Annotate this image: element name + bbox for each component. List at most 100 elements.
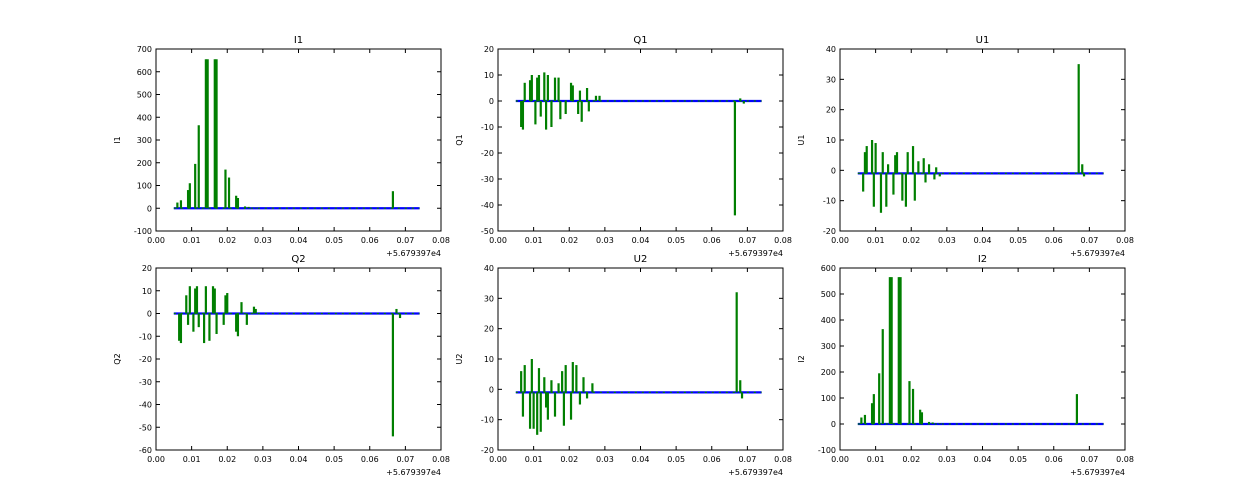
xtick-label-1-3: 0.03 — [596, 236, 614, 245]
xtick-label-4-2: 0.02 — [560, 455, 578, 464]
ytick-label-3-3: -30 — [139, 378, 152, 387]
xtick-label-4-8: 0.08 — [774, 455, 792, 464]
ytick-label-0-1: 0 — [147, 204, 152, 213]
ytick-label-0-5: 400 — [137, 113, 152, 122]
ylabel-0: I1 — [113, 136, 122, 143]
xtick-label-4-6: 0.06 — [703, 455, 721, 464]
x-offset-label-3: +5.679397e4 — [386, 468, 441, 477]
ytick-label-3-8: 20 — [142, 264, 152, 273]
ytick-label-5-2: 100 — [821, 394, 836, 403]
ylabel-2: U1 — [797, 135, 806, 146]
xtick-label-5-1: 0.01 — [867, 455, 885, 464]
ylabel-5: I2 — [797, 355, 806, 362]
panel-title-1: Q1 — [633, 35, 647, 46]
ytick-label-4-2: 0 — [489, 385, 494, 394]
ytick-label-1-3: -20 — [481, 149, 494, 158]
ytick-label-0-4: 300 — [137, 136, 152, 145]
ytick-label-3-6: 0 — [147, 310, 152, 319]
xtick-label-3-8: 0.08 — [432, 455, 450, 464]
panel-title-3: Q2 — [291, 254, 305, 265]
xtick-label-4-0: 0.00 — [489, 455, 507, 464]
xtick-label-5-3: 0.03 — [938, 455, 956, 464]
ytick-label-1-7: 20 — [484, 45, 494, 54]
xtick-label-0-5: 0.05 — [325, 236, 343, 245]
ytick-label-5-0: -100 — [818, 446, 836, 455]
ytick-label-2-5: 30 — [826, 75, 836, 84]
ytick-label-3-5: -10 — [139, 332, 152, 341]
ytick-label-2-6: 40 — [826, 45, 836, 54]
ytick-label-0-7: 600 — [137, 68, 152, 77]
ytick-label-1-2: -30 — [481, 175, 494, 184]
ytick-label-4-0: -20 — [481, 446, 494, 455]
xtick-label-1-5: 0.05 — [667, 236, 685, 245]
panel-title-5: I2 — [978, 254, 987, 265]
ytick-label-5-3: 200 — [821, 368, 836, 377]
xtick-label-0-8: 0.08 — [432, 236, 450, 245]
ytick-label-0-8: 700 — [137, 45, 152, 54]
xtick-label-5-0: 0.00 — [831, 455, 849, 464]
xtick-label-3-7: 0.07 — [396, 455, 414, 464]
ytick-label-3-1: -50 — [139, 423, 152, 432]
xtick-label-2-6: 0.06 — [1045, 236, 1063, 245]
x-offset-label-2: +5.679397e4 — [1070, 249, 1125, 258]
ytick-label-0-6: 500 — [137, 91, 152, 100]
xtick-label-0-0: 0.00 — [147, 236, 165, 245]
xtick-label-3-1: 0.01 — [183, 455, 201, 464]
xtick-label-1-6: 0.06 — [703, 236, 721, 245]
xtick-label-5-7: 0.07 — [1080, 455, 1098, 464]
xtick-label-0-1: 0.01 — [183, 236, 201, 245]
ytick-label-1-1: -40 — [481, 201, 494, 210]
chart-panel-3: 0.00 0.01 0.02 0.03 0.04 0.05 0.06 0.07 0.08 -60 -… — [113, 254, 450, 477]
xtick-label-4-5: 0.05 — [667, 455, 685, 464]
xtick-label-1-1: 0.01 — [525, 236, 543, 245]
xtick-label-3-0: 0.00 — [147, 455, 165, 464]
ylabel-3: Q2 — [113, 353, 122, 364]
x-offset-label-0: +5.679397e4 — [386, 249, 441, 258]
xtick-label-0-6: 0.06 — [361, 236, 379, 245]
ytick-label-4-1: -10 — [481, 416, 494, 425]
chart-panel-2: 0.00 0.01 0.02 0.03 0.04 0.05 0.06 0.07 0.08 -20 -… — [797, 35, 1134, 258]
ytick-label-0-3: 200 — [137, 159, 152, 168]
xtick-label-5-5: 0.05 — [1009, 455, 1027, 464]
xtick-label-5-2: 0.02 — [902, 455, 920, 464]
ytick-label-4-3: 10 — [484, 355, 494, 364]
ytick-label-4-6: 40 — [484, 264, 494, 273]
ylabel-1: Q1 — [455, 134, 464, 145]
xtick-label-2-4: 0.04 — [974, 236, 992, 245]
ytick-label-5-4: 300 — [821, 342, 836, 351]
ytick-label-1-0: -50 — [481, 227, 494, 236]
ytick-label-2-4: 20 — [826, 106, 836, 115]
ytick-label-5-1: 0 — [831, 420, 836, 429]
chart-panel-4: 0.00 0.01 0.02 0.03 0.04 0.05 0.06 0.07 0.08 -20 -… — [455, 254, 792, 477]
chart-panel-0: 0.00 0.01 0.02 0.03 0.04 0.05 0.06 0.07 0.08 -100… — [113, 35, 450, 258]
ytick-label-5-5: 400 — [821, 316, 836, 325]
ytick-label-3-7: 10 — [142, 287, 152, 296]
xtick-label-5-4: 0.04 — [974, 455, 992, 464]
x-offset-label-5: +5.679397e4 — [1070, 468, 1125, 477]
xtick-label-4-3: 0.03 — [596, 455, 614, 464]
xtick-label-4-4: 0.04 — [632, 455, 650, 464]
ytick-label-1-6: 10 — [484, 71, 494, 80]
ytick-label-4-5: 30 — [484, 294, 494, 303]
x-offset-label-1: +5.679397e4 — [728, 249, 783, 258]
ytick-label-0-0: -100 — [134, 227, 152, 236]
ytick-label-5-7: 600 — [821, 264, 836, 273]
xtick-label-5-8: 0.08 — [1116, 455, 1134, 464]
panel-title-2: U1 — [976, 35, 990, 46]
ytick-label-4-4: 20 — [484, 325, 494, 334]
plot-frame-2 — [839, 48, 1126, 232]
ytick-label-1-5: 0 — [489, 97, 494, 106]
x-offset-label-4: +5.679397e4 — [728, 468, 783, 477]
xtick-label-1-2: 0.02 — [560, 236, 578, 245]
xtick-label-2-0: 0.00 — [831, 236, 849, 245]
xtick-label-1-8: 0.08 — [774, 236, 792, 245]
chart-panel-1: 0.00 0.01 0.02 0.03 0.04 0.05 0.06 0.07 0.08 -50 -… — [455, 35, 792, 258]
xtick-label-3-4: 0.04 — [290, 455, 308, 464]
ytick-label-2-2: 0 — [831, 166, 836, 175]
ytick-label-2-3: 10 — [826, 136, 836, 145]
xtick-label-3-5: 0.05 — [325, 455, 343, 464]
xtick-label-0-4: 0.04 — [290, 236, 308, 245]
ytick-label-5-6: 500 — [821, 290, 836, 299]
xtick-label-2-7: 0.07 — [1080, 236, 1098, 245]
